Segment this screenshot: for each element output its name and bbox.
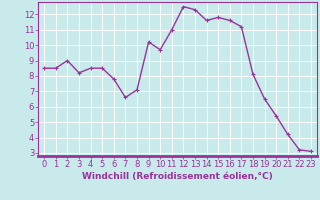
X-axis label: Windchill (Refroidissement éolien,°C): Windchill (Refroidissement éolien,°C) bbox=[82, 172, 273, 181]
